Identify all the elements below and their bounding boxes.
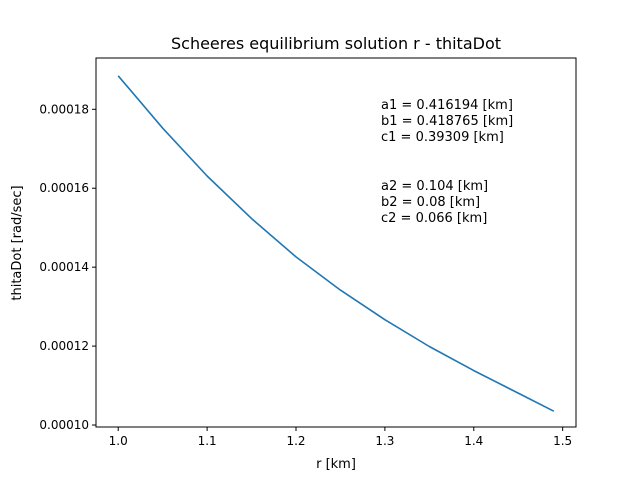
annotation-text: a1 = 0.416194 [km] xyxy=(381,98,513,113)
annotation-text: a2 = 0.104 [km] xyxy=(381,179,488,194)
x-tick-label: 1.4 xyxy=(464,434,483,448)
y-axis-label: thitaDot [rad/sec] xyxy=(10,185,25,300)
y-tick-label: 0.00016 xyxy=(39,181,89,195)
axis-ticks: 1.0 1.1 1.2 1.3 1.4 1.5 0.00010 0.00012 0.00014 0… xyxy=(39,102,572,448)
annotations: a1 = 0.416194 [km]b1 = 0.418765 [km]c1 =… xyxy=(381,98,513,226)
annotation-text: c1 = 0.39309 [km] xyxy=(381,130,504,145)
chart-title: Scheeres equilibrium solution r - thitaD… xyxy=(171,34,501,53)
x-tick-label: 1.0 xyxy=(109,434,128,448)
series-line xyxy=(117,75,555,412)
x-tick-label: 1.5 xyxy=(553,434,572,448)
annotation-text: b2 = 0.08 [km] xyxy=(381,195,480,210)
x-axis-label: r [km] xyxy=(316,457,356,472)
annotation-text: b1 = 0.418765 [km] xyxy=(381,114,513,129)
y-tick-label: 0.00014 xyxy=(39,260,89,274)
x-tick-label: 1.3 xyxy=(375,434,394,448)
plot-area xyxy=(117,75,555,412)
x-tick-label: 1.1 xyxy=(198,434,217,448)
x-tick-label: 1.2 xyxy=(286,434,305,448)
y-tick-label: 0.00012 xyxy=(39,339,89,353)
axes-frame xyxy=(95,57,577,428)
annotation-text: c2 = 0.066 [km] xyxy=(381,211,487,226)
y-tick-label: 0.00018 xyxy=(39,102,89,116)
y-tick-label: 0.00010 xyxy=(39,418,89,432)
